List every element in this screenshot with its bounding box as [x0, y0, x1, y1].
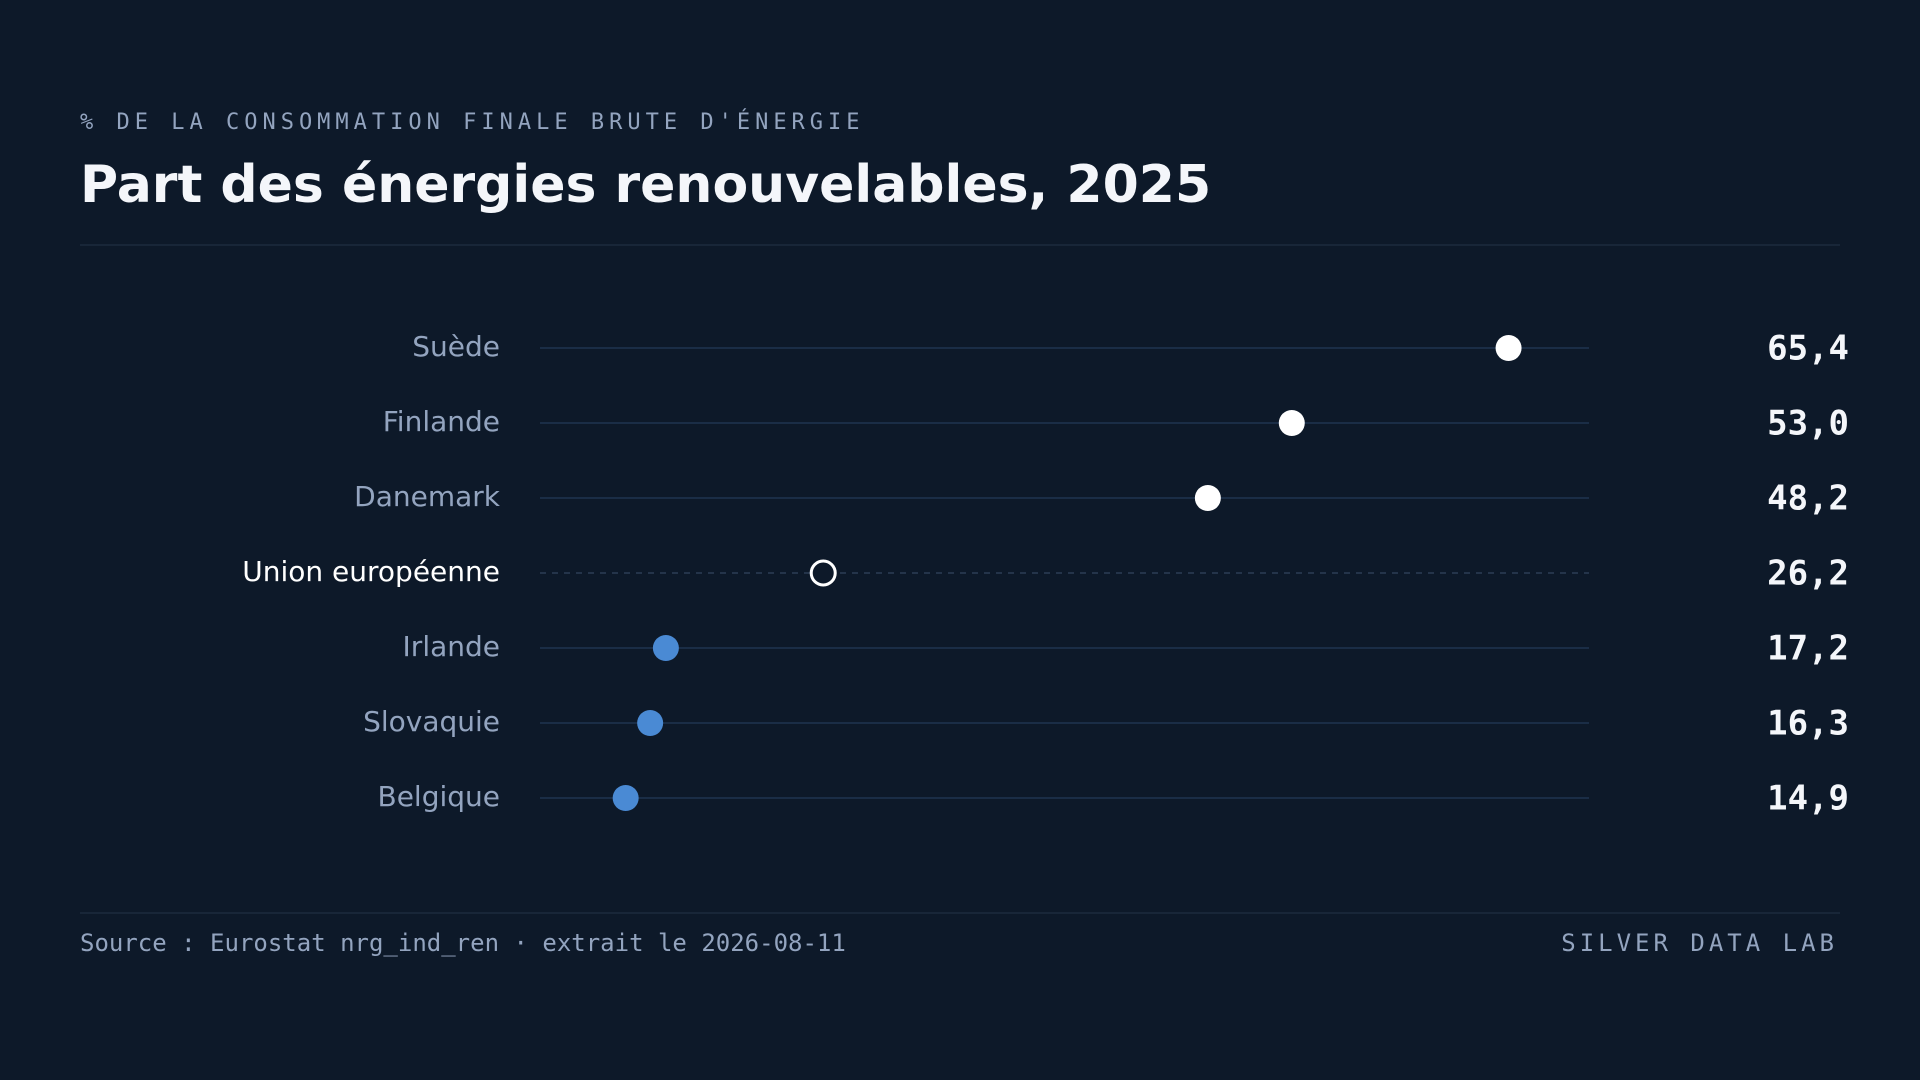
value-label: 53,0: [1767, 404, 1849, 444]
category-label: Finlande: [383, 405, 500, 438]
value-label: 26,2: [1767, 554, 1849, 594]
source-note: Source : Eurostat nrg_ind_ren · extrait …: [80, 929, 846, 957]
category-label: Slovaquie: [363, 705, 500, 738]
chart-title: Part des énergies renouvelables, 2025: [80, 155, 1211, 215]
dot: [1278, 410, 1305, 436]
category-label: Belgique: [377, 780, 500, 813]
dot: [652, 635, 679, 661]
dot: [809, 559, 837, 587]
value-label: 65,4: [1767, 329, 1849, 369]
value-label: 16,3: [1767, 704, 1849, 744]
category-label: Union européenne: [242, 555, 500, 588]
value-label: 14,9: [1767, 779, 1849, 819]
category-label: Irlande: [403, 630, 500, 663]
chart-subtitle: % DE LA CONSOMMATION FINALE BRUTE D'ÉNER…: [80, 109, 865, 135]
dot: [1495, 335, 1522, 361]
dot: [637, 710, 664, 736]
brand: SILVER DATA LAB: [1561, 929, 1838, 957]
category-label: Suède: [412, 330, 500, 363]
category-label: Danemark: [354, 480, 501, 513]
value-label: 17,2: [1767, 629, 1849, 669]
dot: [1194, 485, 1221, 511]
dot: [612, 785, 639, 811]
value-label: 48,2: [1767, 479, 1849, 519]
